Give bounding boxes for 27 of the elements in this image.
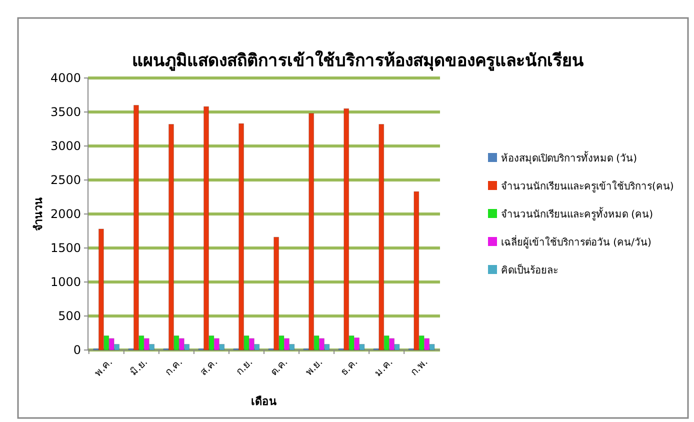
x-tick-label: ธ.ค. (338, 356, 360, 378)
x-tick-label: ม.ค. (373, 356, 396, 379)
y-tick-label: 1000 (50, 275, 81, 290)
x-axis-title: เดือน (251, 395, 277, 408)
x-tick-label: ส.ค. (198, 356, 220, 378)
x-tick-label: ก.ย. (234, 356, 256, 378)
x-tick-label: มิ.ย. (128, 356, 150, 378)
y-tick-label: 4000 (50, 71, 81, 86)
legend-label: จำนวนนักเรียนและครูเข้าใช้บริการ(คน) (501, 180, 674, 192)
y-tick-label: 0 (73, 343, 81, 358)
y-tick-label: 500 (58, 309, 81, 324)
legend-label: ห้องสมุดเปิดบริการทั้งหมด (วัน) (501, 150, 638, 164)
y-tick-label: 3500 (50, 105, 81, 120)
y-tick-label: 1500 (50, 241, 81, 256)
legend-label: จำนวนนักเรียนและครูทั้งหมด (คน) (501, 206, 654, 220)
x-tick-label: ต.ค. (268, 356, 290, 378)
y-tick-label: 2000 (50, 207, 81, 222)
legend-label: เฉลี่ยผู้เข้าใช้บริการต่อวัน (คน/วัน) (501, 234, 652, 248)
x-tick-label: ก.พ. (408, 356, 430, 378)
y-tick-label: 2500 (50, 173, 81, 188)
chart-title: แผนภูมิแสดงสถิติการเข้าใช้บริการห้องสมุดของครูและนักเรียน (132, 50, 584, 72)
x-tick-label: พ.ย. (304, 356, 326, 378)
x-tick-label: ก.ค. (164, 356, 186, 378)
y-axis-title: จำนวน (32, 197, 45, 231)
y-tick-label: 3000 (50, 139, 81, 154)
x-tick-label: พ.ค. (92, 356, 115, 379)
legend-label: คิดเป็นร้อยละ (501, 262, 558, 276)
